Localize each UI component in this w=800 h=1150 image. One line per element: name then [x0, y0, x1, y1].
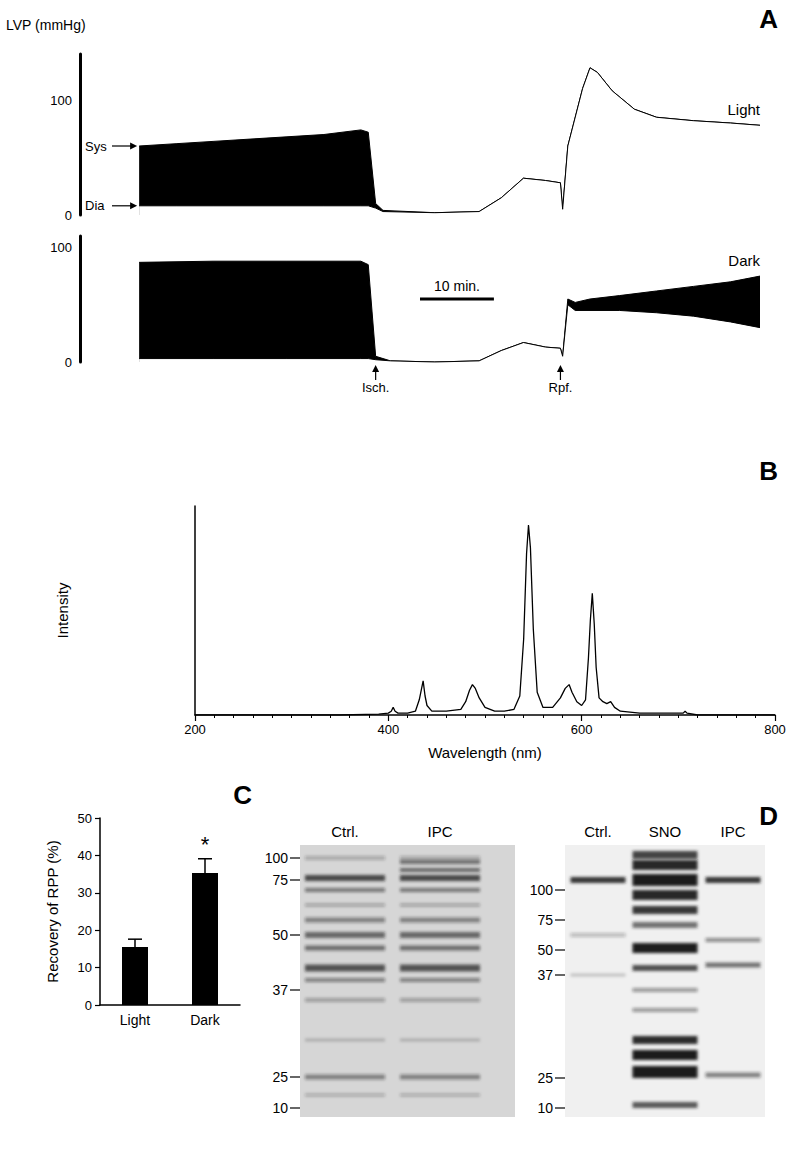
svg-text:LVP (mmHg): LVP (mmHg): [6, 17, 86, 33]
svg-text:10: 10: [537, 1100, 553, 1116]
svg-text:0: 0: [65, 208, 72, 223]
svg-text:IPC: IPC: [720, 823, 745, 840]
svg-text:37: 37: [537, 967, 553, 983]
svg-text:Dia: Dia: [85, 198, 105, 213]
svg-text:10: 10: [272, 1100, 288, 1116]
svg-text:37: 37: [272, 982, 288, 998]
svg-text:25: 25: [272, 1069, 288, 1085]
svg-text:A: A: [759, 4, 778, 34]
svg-text:800: 800: [764, 722, 786, 737]
svg-text:10 min.: 10 min.: [434, 278, 480, 294]
svg-text:D: D: [759, 801, 778, 831]
svg-text:*: *: [201, 832, 210, 857]
svg-text:Sys: Sys: [85, 139, 107, 154]
svg-text:Ctrl.: Ctrl.: [331, 823, 359, 840]
svg-text:C: C: [233, 780, 252, 810]
svg-text:40: 40: [78, 848, 92, 863]
svg-text:30: 30: [78, 885, 92, 900]
svg-text:Intensity: Intensity: [54, 582, 71, 638]
svg-text:20: 20: [78, 923, 92, 938]
svg-text:600: 600: [571, 722, 593, 737]
svg-text:IPC: IPC: [427, 823, 452, 840]
svg-text:Wavelength (nm): Wavelength (nm): [428, 744, 542, 761]
svg-text:75: 75: [537, 912, 553, 928]
svg-text:Recovery of RPP (%): Recovery of RPP (%): [44, 840, 61, 982]
svg-text:100: 100: [50, 240, 72, 255]
svg-text:Dark: Dark: [190, 1012, 221, 1028]
svg-text:50: 50: [272, 927, 288, 943]
svg-text:25: 25: [537, 1070, 553, 1086]
svg-text:0: 0: [85, 998, 92, 1013]
svg-text:Light: Light: [727, 101, 760, 118]
svg-text:B: B: [759, 456, 778, 486]
svg-text:100: 100: [50, 93, 72, 108]
svg-text:Light: Light: [120, 1012, 150, 1028]
svg-text:200: 200: [184, 722, 206, 737]
svg-text:400: 400: [377, 722, 399, 737]
svg-text:Dark: Dark: [728, 252, 760, 269]
svg-text:50: 50: [78, 811, 92, 826]
svg-text:50: 50: [537, 942, 553, 958]
svg-text:100: 100: [530, 882, 554, 898]
svg-text:100: 100: [265, 850, 289, 866]
svg-text:0: 0: [65, 355, 72, 370]
svg-text:10: 10: [78, 960, 92, 975]
svg-text:Rpf.: Rpf.: [549, 380, 573, 395]
svg-text:Ctrl.: Ctrl.: [584, 823, 612, 840]
svg-text:SNO: SNO: [649, 823, 682, 840]
svg-text:75: 75: [272, 872, 288, 888]
svg-text:Isch.: Isch.: [362, 380, 389, 395]
